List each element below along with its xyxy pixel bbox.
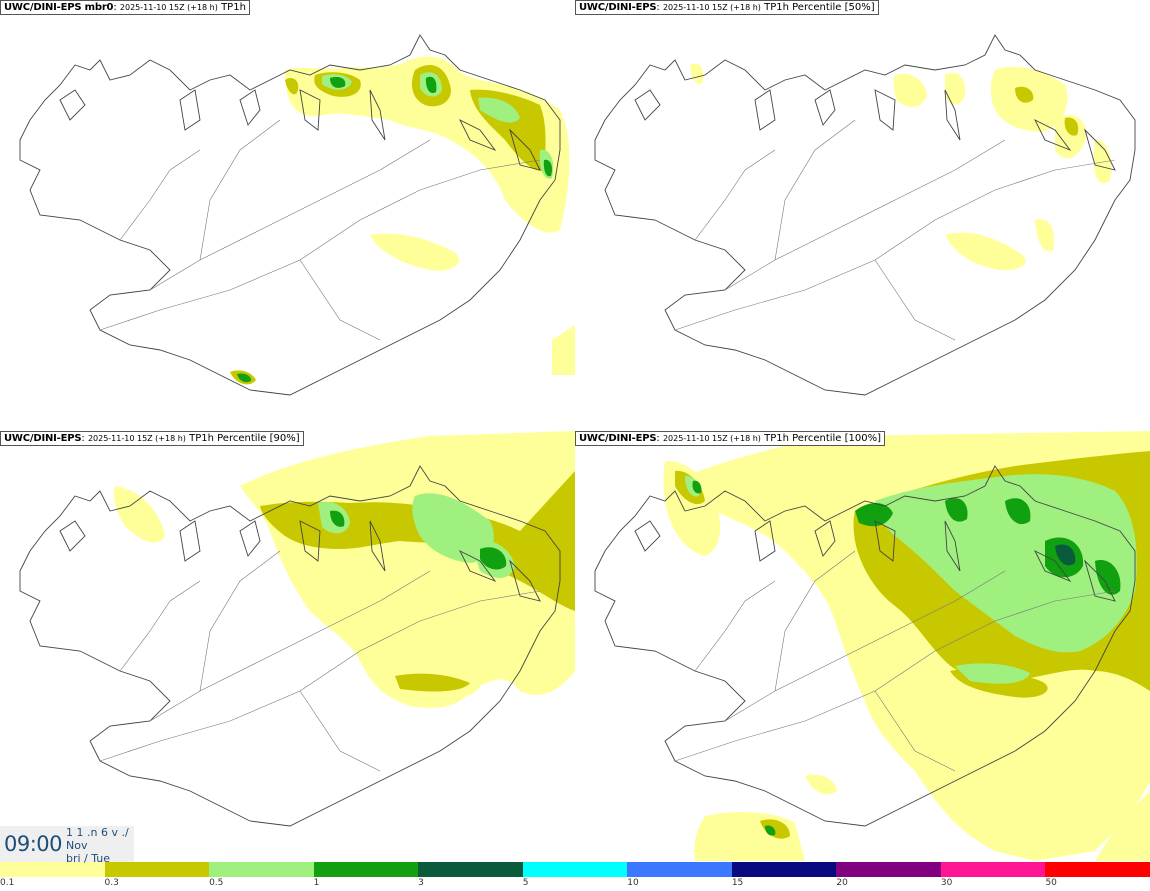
run-meta: 2025-11-10 15Z (+18 h) [119,3,218,12]
colorbar-segment [731,862,837,877]
colorbar-tick-label: 3 [418,878,424,888]
run-meta: 2025-11-10 15Z (+18 h) [87,434,186,443]
road-network [674,550,1116,772]
colorbar-tick-label: 10 [627,878,639,888]
run-label: UWC/DINI-EPS [579,433,657,444]
panel-title: UWC/DINI-EPS: 2025-11-10 15Z (+18 h) TP1… [575,0,879,15]
colorbar-segment [940,862,1046,877]
map-panel-p90[interactable]: UWC/DINI-EPS: 2025-11-10 15Z (+18 h) TP1… [0,431,575,861]
colorbar-segment [0,862,105,877]
param-label: TP1h Percentile [100%] [764,433,882,444]
colorbar-tick-label: 20 [836,878,848,888]
run-meta: 2025-11-10 15Z (+18 h) [662,3,761,12]
run-label: UWC/DINI-EPS [4,433,82,444]
colorbar-tick-label: 0.1 [0,878,15,888]
colorbar-tick-label: 5 [522,878,529,888]
colorbar-tick-label: 0.5 [209,878,224,888]
colorbar-segment [104,862,210,877]
param-label: TP1h [221,2,246,13]
map-panel-p50[interactable]: UWC/DINI-EPS: 2025-11-10 15Z (+18 h) TP1… [575,0,1150,430]
map-canvas [594,431,1150,861]
colorbar-segment [836,862,941,877]
iceland-coastline [19,34,561,396]
colorbar-segment [627,862,732,877]
param-label: TP1h Percentile [90%] [189,433,300,444]
map-canvas [19,34,575,396]
colorbar-segment [313,862,419,877]
map-panel-p100[interactable]: UWC/DINI-EPS: 2025-11-10 15Z (+18 h) TP1… [575,431,1150,861]
colorbar-segment [1045,862,1150,877]
map-canvas [594,34,1136,396]
iceland-coastline [594,34,1136,396]
road-network [674,119,1116,341]
map-panel-mbr0[interactable]: UWC/DINI-EPS mbr0: 2025-11-10 15Z (+18 h… [0,0,575,430]
colorbar-tick-label: 50 [1045,878,1057,888]
precip-field [663,431,1150,861]
valid-hour: 09:00 [4,832,63,856]
colorbar-segment [522,862,628,877]
colorbar-tick-label: 1 [313,878,320,888]
precip-field [113,431,575,708]
run-label: UWC/DINI-EPS mbr0 [4,2,114,13]
precip-field [230,56,575,385]
panel-title: UWC/DINI-EPS: 2025-11-10 15Z (+18 h) TP1… [0,431,304,446]
colorbar-segment [418,862,523,877]
colorbar-tick-labels: 0.1 0.3 0.5 1 3 5 10 15 20 30 50 [0,878,1150,891]
road-network [99,119,541,341]
colorbar-segment [209,862,314,877]
colorbar-tick-label: 15 [731,878,744,888]
iceland-coastline [594,465,1136,827]
colorbar-tick-label: 30 [940,878,953,888]
map-canvas [19,431,575,827]
valid-date-line2: Nov [66,839,88,852]
param-label: TP1h Percentile [50%] [764,2,875,13]
road-network [99,550,541,772]
run-meta: 2025-11-10 15Z (+18 h) [662,434,761,443]
valid-time-box: 09:00 1 1 .n 6 v ./ Nov bri / Tue [0,826,134,865]
precip-colorbar [0,862,1150,877]
panel-title: UWC/DINI-EPS mbr0: 2025-11-10 15Z (+18 h… [0,0,250,15]
run-label: UWC/DINI-EPS [579,2,657,13]
colorbar-tick-label: 0.3 [104,878,119,888]
valid-date-line3: bri / Tue [66,852,111,865]
panel-title: UWC/DINI-EPS: 2025-11-10 15Z (+18 h) TP1… [575,431,886,446]
valid-date-line1: 1 1 .n 6 v ./ [66,826,129,839]
iceland-coastline [19,465,561,827]
precip-field [690,63,1112,271]
